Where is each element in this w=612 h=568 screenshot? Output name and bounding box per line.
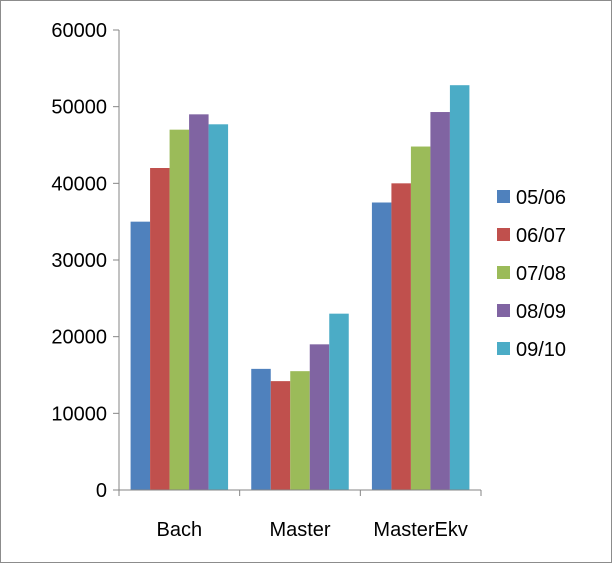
- y-tick-label: 60000: [51, 20, 107, 42]
- y-tick-label: 30000: [51, 250, 107, 272]
- legend-swatch: [497, 266, 510, 279]
- bar-bach-08-09: [189, 114, 209, 490]
- bar-masterekv-09-10: [449, 85, 470, 490]
- bar-masterekv-08-09: [430, 112, 450, 491]
- legend-label: 09/10: [516, 339, 566, 361]
- x-tick-label: MasterEkv: [373, 519, 467, 541]
- legend: 05/06 06/07 07/08 08/09 09/10: [497, 187, 566, 361]
- legend-label: 08/09: [516, 301, 566, 323]
- legend-label: 07/08: [516, 263, 566, 285]
- bar-group: [130, 85, 470, 491]
- legend-swatch: [497, 304, 510, 317]
- x-tick-label: Bach: [157, 519, 203, 541]
- y-tick-label: 20000: [51, 327, 107, 349]
- y-tick-label: 0: [96, 480, 107, 502]
- bar-bach-07-08: [169, 129, 190, 490]
- bar-bach-09-10: [208, 124, 229, 491]
- axes: [118, 30, 482, 496]
- bar-masterekv-05-06: [371, 202, 392, 490]
- bar-master-06-07: [270, 381, 291, 490]
- bar-master-09-10: [329, 313, 349, 490]
- y-tick-label: 50000: [51, 97, 107, 119]
- x-tick-label: Master: [269, 519, 330, 541]
- y-tick-label: 10000: [51, 403, 107, 425]
- legend-label: 06/07: [516, 225, 566, 247]
- bar-bach-06-07: [150, 168, 170, 490]
- legend-swatch: [497, 190, 510, 203]
- y-axis-ticks: 0 10000 20000 30000 40000 50000 60000: [51, 20, 119, 502]
- bar-masterekv-06-07: [391, 183, 411, 491]
- x-axis-labels: Bach Master MasterEkv: [157, 519, 468, 541]
- y-tick-label: 40000: [51, 173, 107, 195]
- bar-master-08-09: [309, 344, 330, 490]
- bar-masterekv-07-08: [410, 146, 431, 491]
- legend-swatch: [497, 342, 510, 355]
- legend-swatch: [497, 228, 510, 241]
- bar-master-05-06: [251, 368, 271, 490]
- bar-bach-05-06: [130, 221, 151, 490]
- legend-label: 05/06: [516, 187, 566, 209]
- bar-master-07-08: [290, 371, 310, 490]
